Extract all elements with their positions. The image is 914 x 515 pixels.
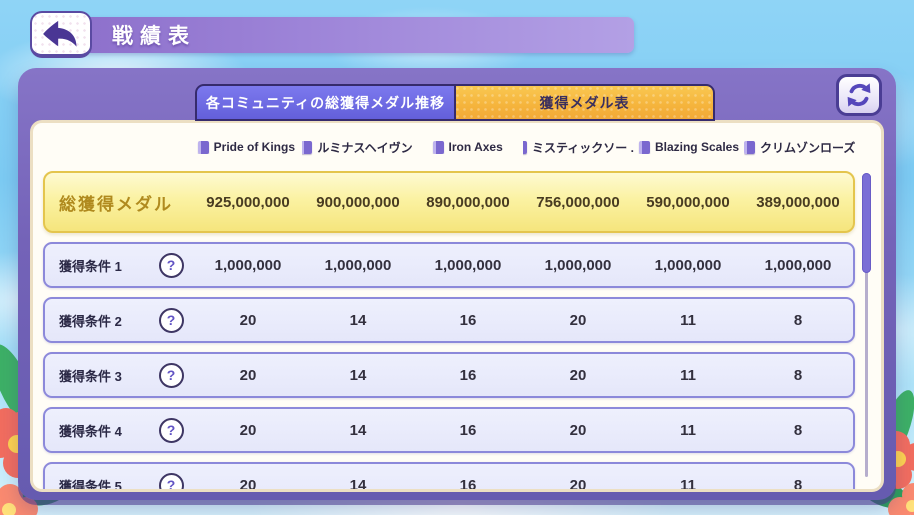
total-value-cell: 389,000,000 — [756, 193, 840, 211]
community-header: ミスティックソー ... — [522, 139, 634, 156]
scrollbar-thumb[interactable] — [862, 173, 871, 273]
condition-value-cell: 1,000,000 — [434, 256, 502, 274]
condition-value-cell: 16 — [459, 366, 477, 384]
condition-value-cell: 20 — [569, 421, 587, 439]
condition-row-1: 獲得条件 1 ? 1,000,000 1,000,000 1,000,000 1… — [43, 242, 855, 288]
refresh-button[interactable] — [836, 74, 882, 116]
condition-value-cell: 1,000,000 — [324, 256, 392, 274]
community-flag-icon — [197, 140, 209, 154]
community-flag-icon — [522, 140, 528, 154]
condition-row-2: 獲得条件 2 ? 20 14 16 20 11 8 — [43, 297, 855, 343]
condition-row-5: 獲得条件 5 ? 20 14 16 20 11 8 — [43, 462, 855, 492]
refresh-icon — [847, 83, 871, 107]
total-value-cell: 900,000,000 — [316, 193, 400, 211]
tab-bar: 各コミュニティの総獲得メダル推移 獲得メダル表 — [195, 84, 715, 121]
community-name: Pride of Kings — [213, 140, 295, 154]
community-name: クリムゾンローズ — [759, 140, 855, 155]
condition-value-cell: 20 — [569, 476, 587, 492]
main-panel: 各コミュニティの総獲得メダル推移 獲得メダル表 Pride of Kings ル… — [18, 68, 896, 500]
scrollbar-track[interactable] — [862, 173, 871, 477]
question-mark-icon: ? — [166, 257, 176, 273]
condition-value-cell: 20 — [569, 311, 587, 329]
condition-value-cell: 8 — [793, 421, 803, 439]
condition-row-3: 獲得条件 3 ? 20 14 16 20 11 8 — [43, 352, 855, 398]
help-button[interactable]: ? — [158, 417, 184, 443]
question-mark-icon: ? — [166, 367, 176, 383]
community-header: Blazing Scales — [634, 140, 745, 154]
title-bar: 戦績表 — [34, 17, 634, 53]
question-mark-icon: ? — [166, 312, 176, 328]
total-row-label: 総獲得メダル — [59, 194, 173, 214]
table-panel: Pride of Kings ルミナスヘイヴン Iron Axes ミスティック… — [30, 120, 884, 492]
condition-value-cell: 8 — [793, 476, 803, 492]
community-flag-icon — [301, 140, 313, 154]
condition-value-cell: 20 — [239, 311, 257, 329]
condition-value-cell: 8 — [793, 311, 803, 329]
community-name: ミスティックソー ... — [532, 140, 634, 155]
condition-value-cell: 11 — [680, 421, 696, 439]
community-header: クリムゾンローズ — [744, 139, 855, 156]
condition-value-cell: 1,000,000 — [544, 256, 612, 274]
condition-row-label: 獲得条件 1 — [59, 258, 122, 274]
total-value-cell: 890,000,000 — [426, 193, 510, 211]
condition-value-cell: 16 — [459, 476, 477, 492]
back-button[interactable] — [30, 11, 92, 58]
community-flag-icon — [432, 140, 444, 154]
condition-row-4: 獲得条件 4 ? 20 14 16 20 11 8 — [43, 407, 855, 453]
help-button[interactable]: ? — [158, 252, 184, 278]
condition-value-cell: 11 — [680, 311, 696, 329]
condition-row-label: 獲得条件 4 — [59, 423, 122, 439]
condition-value-cell: 14 — [349, 476, 367, 492]
condition-value-cell: 11 — [680, 476, 696, 492]
help-button[interactable]: ? — [158, 362, 184, 388]
community-name: Iron Axes — [448, 140, 503, 154]
community-header: ルミナスヘイヴン — [301, 139, 413, 156]
community-flag-icon — [638, 140, 650, 154]
condition-value-cell: 1,000,000 — [764, 256, 832, 274]
condition-row-label: 獲得条件 5 — [59, 478, 122, 492]
community-header: Pride of Kings — [191, 140, 302, 154]
help-button[interactable]: ? — [158, 307, 184, 333]
condition-value-cell: 1,000,000 — [654, 256, 722, 274]
total-value-cell: 590,000,000 — [646, 193, 730, 211]
total-row: 総獲得メダル 925,000,000 900,000,000 890,000,0… — [43, 171, 855, 233]
condition-value-cell: 16 — [459, 421, 477, 439]
help-button[interactable]: ? — [158, 472, 184, 492]
page-title: 戦績表 — [112, 25, 196, 48]
condition-row-label: 獲得条件 2 — [59, 313, 122, 329]
community-name: ルミナスヘイヴン — [317, 140, 413, 155]
condition-value-cell: 20 — [239, 421, 257, 439]
condition-value-cell: 14 — [349, 366, 367, 384]
condition-value-cell: 20 — [569, 366, 587, 384]
condition-value-cell: 14 — [349, 311, 367, 329]
condition-value-cell: 8 — [793, 366, 803, 384]
total-value-cell: 925,000,000 — [206, 193, 290, 211]
condition-value-cell: 16 — [459, 311, 477, 329]
tab-medal-table[interactable]: 獲得メダル表 — [455, 84, 715, 121]
question-mark-icon: ? — [166, 422, 176, 438]
total-value-cell: 756,000,000 — [536, 193, 620, 211]
community-header: Iron Axes — [412, 140, 523, 154]
condition-value-cell: 1,000,000 — [214, 256, 282, 274]
condition-row-label: 獲得条件 3 — [59, 368, 122, 384]
condition-value-cell: 14 — [349, 421, 367, 439]
condition-value-cell: 20 — [239, 476, 257, 492]
question-mark-icon: ? — [166, 477, 176, 492]
tab-medal-trend[interactable]: 各コミュニティの総獲得メダル推移 — [195, 84, 455, 121]
community-name: Blazing Scales — [654, 140, 740, 154]
condition-value-cell: 11 — [680, 366, 696, 384]
condition-value-cell: 20 — [239, 366, 257, 384]
community-flag-icon — [744, 140, 755, 154]
table-header-row: Pride of Kings ルミナスヘイヴン Iron Axes ミスティック… — [43, 131, 855, 163]
back-arrow-icon — [43, 20, 77, 47]
